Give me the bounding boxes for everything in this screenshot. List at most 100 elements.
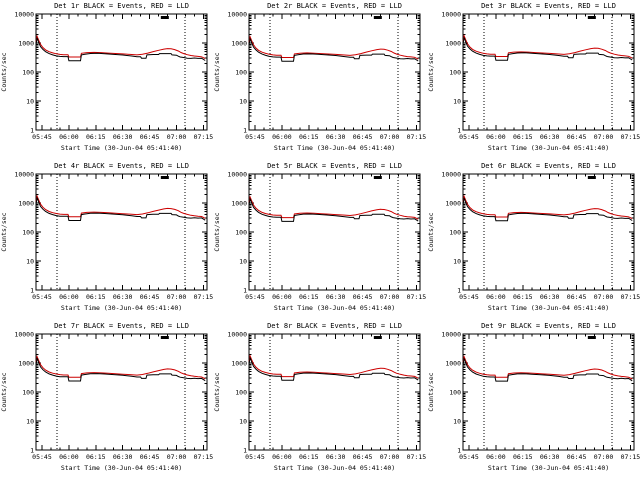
y-tick-label: 1	[457, 447, 461, 455]
y-tick-label: 10000	[228, 11, 248, 19]
y-axis: 1 10 100 1000 10000	[14, 171, 207, 295]
y-axis-label: Counts/sec	[213, 212, 221, 251]
events-curve	[35, 37, 206, 62]
y-tick-label: 100	[236, 229, 248, 237]
panel-svg-7r: 05:45 06:00 06:15 06:30 06:45 07:00 07:15 1 10 10…	[0, 322, 213, 472]
x-tick-label: 06:45	[353, 293, 373, 301]
y-tick-label: 1	[30, 127, 34, 135]
plot-frame	[462, 173, 635, 291]
x-tick-label: 06:45	[566, 133, 586, 141]
x-tick-label: 06:45	[353, 453, 373, 461]
top-marker	[587, 16, 596, 19]
y-tick-label: 1	[457, 287, 461, 295]
y-tick-label: 1	[243, 287, 247, 295]
y-tick-label: 1000	[445, 360, 461, 368]
y-axis-label: Counts/sec	[427, 372, 435, 411]
chart-panel-det-1r: 05:45 06:00 06:15 06:30 06:45 07:00 07:15 1 10 10…	[0, 0, 213, 160]
panel-title: Det 1r BLACK = Events, RED = LLD	[54, 2, 189, 10]
events-curve	[462, 37, 633, 61]
x-axis-label: Start Time (30-Jun-04 05:41:40)	[274, 304, 395, 312]
lld-curve	[35, 34, 206, 60]
x-tick-label: 07:00	[167, 453, 187, 461]
x-axis: 05:45 06:00 06:15 06:30 06:45 07:00 07:15	[459, 334, 640, 461]
lld-curve	[462, 354, 633, 380]
panel-svg-6r: 05:45 06:00 06:15 06:30 06:45 07:00 07:15 1 10 10…	[427, 162, 640, 312]
plot-frame	[248, 173, 421, 291]
x-tick-label: 06:45	[566, 453, 586, 461]
plot-frame	[248, 13, 421, 131]
y-tick-label: 100	[449, 69, 461, 77]
x-tick-label: 06:15	[513, 133, 533, 141]
y-axis: 1 10 100 1000 10000	[441, 11, 634, 135]
x-axis: 05:45 06:00 06:15 06:30 06:45 07:00 07:15	[32, 14, 213, 141]
y-tick-label: 100	[236, 69, 248, 77]
y-tick-label: 1	[457, 127, 461, 135]
y-tick-label: 1	[30, 447, 34, 455]
y-tick-label: 10	[26, 258, 34, 266]
x-tick-label: 06:45	[140, 453, 160, 461]
x-tick-label: 06:00	[59, 453, 79, 461]
chart-panel-det-5r: 05:45 06:00 06:15 06:30 06:45 07:00 07:15 1 10 10…	[213, 160, 426, 320]
x-tick-label: 07:15	[620, 133, 639, 141]
panel-svg-3r: 05:45 06:00 06:15 06:30 06:45 07:00 07:15 1 10 10…	[427, 2, 640, 152]
x-tick-label: 07:00	[380, 133, 400, 141]
y-tick-label: 1000	[232, 360, 248, 368]
x-tick-label: 06:00	[59, 133, 79, 141]
y-axis-label: Counts/sec	[213, 372, 221, 411]
chart-panel-det-2r: 05:45 06:00 06:15 06:30 06:45 07:00 07:15 1 10 10…	[213, 0, 426, 160]
events-curve	[462, 197, 633, 222]
x-tick-label: 07:00	[593, 293, 613, 301]
top-marker	[374, 16, 383, 19]
x-tick-label: 05:45	[32, 133, 52, 141]
x-tick-label: 07:15	[407, 453, 426, 461]
chart-panel-det-3r: 05:45 06:00 06:15 06:30 06:45 07:00 07:15 1 10 10…	[427, 0, 640, 160]
chart-panel-det-6r: 05:45 06:00 06:15 06:30 06:45 07:00 07:15 1 10 10…	[427, 160, 640, 320]
y-axis: 1 10 100 1000 10000	[228, 331, 421, 455]
top-marker	[587, 176, 596, 179]
panel-title: Det 8r BLACK = Events, RED = LLD	[267, 322, 402, 330]
y-tick-label: 1000	[232, 40, 248, 48]
x-tick-label: 06:15	[86, 133, 106, 141]
lld-curve	[462, 194, 633, 220]
events-curve	[35, 197, 206, 221]
panel-title: Det 2r BLACK = Events, RED = LLD	[267, 2, 402, 10]
x-tick-label: 05:45	[32, 453, 52, 461]
x-axis-label: Start Time (30-Jun-04 05:41:40)	[487, 464, 608, 472]
top-marker	[374, 176, 383, 179]
y-tick-label: 1	[243, 447, 247, 455]
x-tick-label: 07:00	[593, 133, 613, 141]
panel-title: Det 5r BLACK = Events, RED = LLD	[267, 162, 402, 170]
x-tick-label: 06:30	[540, 293, 560, 301]
x-axis: 05:45 06:00 06:15 06:30 06:45 07:00 07:15	[459, 174, 640, 301]
y-tick-label: 10000	[14, 171, 34, 179]
y-tick-label: 10	[453, 418, 461, 426]
lld-curve	[248, 35, 419, 60]
x-tick-label: 06:00	[272, 453, 292, 461]
y-tick-label: 1000	[445, 40, 461, 48]
x-tick-label: 07:15	[407, 293, 426, 301]
y-tick-label: 10	[240, 418, 248, 426]
y-tick-label: 100	[22, 389, 34, 397]
lld-curve	[35, 354, 206, 380]
x-tick-label: 06:00	[486, 133, 506, 141]
y-tick-label: 10000	[14, 11, 34, 19]
panel-svg-5r: 05:45 06:00 06:15 06:30 06:45 07:00 07:15 1 10 10…	[213, 162, 426, 312]
y-tick-label: 10	[26, 98, 34, 106]
x-tick-label: 06:00	[486, 293, 506, 301]
y-axis: 1 10 100 1000 10000	[228, 11, 421, 135]
events-curve	[248, 38, 419, 62]
x-tick-label: 05:45	[459, 453, 479, 461]
chart-panel-det-8r: 05:45 06:00 06:15 06:30 06:45 07:00 07:15 1 10 10…	[213, 320, 426, 480]
x-tick-label: 05:45	[246, 453, 266, 461]
x-axis: 05:45 06:00 06:15 06:30 06:45 07:00 07:15	[459, 14, 640, 141]
x-tick-label: 06:00	[59, 293, 79, 301]
y-axis-label: Counts/sec	[0, 212, 8, 251]
y-tick-label: 1	[243, 127, 247, 135]
y-tick-label: 10000	[441, 11, 461, 19]
events-curve	[248, 357, 419, 381]
y-axis: 1 10 100 1000 10000	[14, 11, 207, 135]
panel-title: Det 9r BLACK = Events, RED = LLD	[481, 322, 616, 330]
lld-curve	[35, 194, 206, 219]
x-tick-label: 07:15	[620, 293, 639, 301]
